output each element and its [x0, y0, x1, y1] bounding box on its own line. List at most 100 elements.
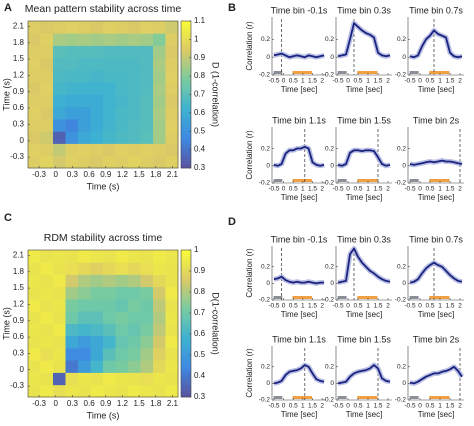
heat-cell: [128, 360, 141, 373]
stimulus-bar: [357, 71, 378, 74]
heat-cell: [153, 299, 166, 312]
colorbar-segment: [181, 104, 191, 108]
heat-cell: [140, 94, 154, 108]
heat-cell: [115, 82, 129, 95]
colorbar-segment: [181, 250, 191, 253]
stimulus-bar: [429, 296, 450, 299]
x-tick-label: 1.5: [445, 303, 454, 310]
colorbar-tick-label: 0.3: [194, 392, 206, 401]
heat-cell: [28, 274, 41, 288]
x-tick-label: 1.5: [373, 186, 382, 193]
colorbar-label: D(1-correlation): [211, 292, 221, 355]
colorbar-segment: [181, 357, 191, 361]
y-tick-label: 0.9: [13, 316, 25, 325]
x-tick-label: 1.8: [150, 170, 162, 179]
heat-cell: [115, 45, 129, 59]
colorbar-segment: [181, 35, 191, 39]
y-tick-label: 0: [330, 380, 334, 387]
x-tick-label: 0.9: [100, 399, 112, 408]
heat-cell: [103, 299, 116, 312]
heat-cell: [65, 384, 79, 398]
heat-cell: [103, 94, 116, 108]
x-tick-label: 0: [282, 78, 286, 85]
heat-cell: [165, 323, 179, 337]
heat-cell: [140, 384, 154, 398]
heat-cell: [90, 250, 104, 263]
y-tick-label: 0: [330, 280, 334, 287]
baseline-bar: [273, 396, 283, 399]
heat-cell: [53, 70, 66, 83]
x-tick-label: 2: [386, 78, 390, 85]
heat-cell: [78, 360, 91, 373]
chart-title: Time bin 1.5s: [337, 334, 391, 344]
colorbar-segment: [181, 136, 191, 139]
heat-cell: [28, 119, 41, 132]
heat-cell: [165, 119, 179, 132]
colorbar-tick-label: 1: [194, 34, 199, 43]
heat-cell: [78, 262, 91, 275]
x-tick-label: 1: [301, 186, 305, 193]
heat-cell: [53, 372, 66, 386]
x-tick-label: 0: [418, 186, 422, 193]
heat-cell: [103, 82, 116, 95]
y-tick-label: 1.2: [13, 300, 25, 309]
heat-cell: [65, 94, 79, 108]
colorbar-segment: [181, 67, 191, 71]
colorbar-segment: [181, 267, 191, 270]
x-tick-label: -0.5: [404, 78, 416, 85]
heat-cell: [53, 33, 66, 46]
colorbar-segment: [181, 148, 191, 152]
chart-title: Time bin 0.3s: [337, 234, 391, 244]
x-axis-label: Time [sec]: [418, 410, 455, 419]
x-tick-label: -0.3: [32, 170, 46, 179]
x-tick-label: 0: [346, 78, 350, 85]
heat-cell: [103, 33, 116, 46]
colorbar-segment: [181, 143, 191, 147]
heat-cell: [28, 94, 41, 108]
heat-cell: [90, 274, 104, 288]
heat-cell: [90, 262, 104, 275]
heat-cell: [40, 348, 54, 361]
heat-cell: [165, 384, 179, 398]
heat-cell: [28, 335, 41, 349]
heat-cell: [165, 21, 179, 34]
stimulus-bar: [292, 296, 312, 299]
colorbar-segment: [181, 99, 191, 103]
x-tick-label: 1: [301, 303, 305, 310]
x-tick-label: 2: [320, 403, 324, 410]
heat-cell: [28, 143, 41, 157]
x-tick-label: 1: [438, 303, 442, 310]
y-axis-label: Time (s): [1, 78, 11, 111]
heat-cell: [103, 274, 116, 288]
x-tick-label: 1: [366, 303, 370, 310]
heat-cell: [53, 274, 66, 288]
heat-cell: [78, 155, 91, 169]
x-tick-label: 1.5: [308, 186, 317, 193]
heat-cell: [90, 119, 104, 132]
panel-label: C: [4, 212, 12, 224]
colorbar-tick-label: 0.4: [194, 145, 206, 154]
x-tick-label: 1.5: [308, 303, 317, 310]
heat-cell: [165, 348, 179, 361]
x-tick-label: 2.1: [167, 399, 179, 408]
heat-cell: [140, 360, 154, 373]
series-line: [337, 247, 391, 284]
panel-label: B: [228, 2, 236, 14]
series-line: [273, 364, 325, 385]
x-tick-label: 2: [386, 303, 390, 310]
x-tick-label: 2: [320, 186, 324, 193]
series-line: [337, 22, 391, 58]
colorbar-segment: [181, 382, 191, 386]
heat-cell: [90, 335, 104, 349]
y-tick-label: 0: [266, 280, 270, 287]
heat-cell: [90, 372, 104, 386]
heat-cell: [153, 33, 166, 46]
x-tick-label: -0.5: [404, 403, 416, 410]
heat-cell: [140, 57, 154, 71]
heat-cell: [65, 299, 79, 312]
y-tick-label: 1.2: [13, 71, 25, 80]
colorbar-segment: [181, 274, 191, 278]
colorbar-tick-label: 0.4: [194, 371, 206, 380]
x-tick-label: -0.5: [268, 403, 280, 410]
x-axis-label: Time [sec]: [281, 310, 318, 319]
